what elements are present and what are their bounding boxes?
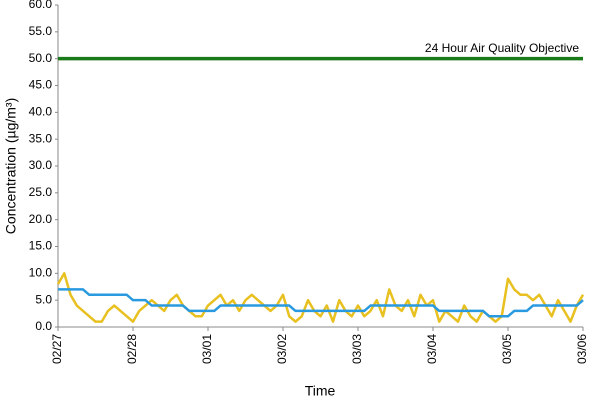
series-line bbox=[56, 272, 585, 323]
x-tick-label: 03/02 bbox=[275, 334, 289, 364]
y-tick-label: 20.0 bbox=[29, 212, 53, 226]
y-axis-label: Concentration (µg/m³) bbox=[3, 98, 19, 234]
y-tick-label: 55.0 bbox=[29, 24, 53, 38]
y-tick-label: 40.0 bbox=[29, 105, 53, 119]
x-tick-label: 02/27 bbox=[50, 334, 64, 364]
series-line bbox=[58, 288, 584, 318]
y-tick-label: 0.0 bbox=[35, 319, 52, 333]
y-tick-label: 60.0 bbox=[29, 0, 53, 11]
x-tick-label: 02/28 bbox=[125, 334, 139, 364]
x-tick-label: 03/05 bbox=[500, 334, 514, 364]
y-tick-label: 50.0 bbox=[29, 51, 53, 65]
y-tick-label: 30.0 bbox=[29, 158, 53, 172]
y-tick-label: 45.0 bbox=[29, 78, 53, 92]
threshold-label: 24 Hour Air Quality Objective bbox=[425, 41, 579, 55]
y-tick-label: 25.0 bbox=[29, 185, 53, 199]
x-axis-label: Time bbox=[305, 383, 336, 399]
x-tick-label: 03/03 bbox=[350, 334, 364, 364]
y-tick-label: 5.0 bbox=[35, 292, 52, 306]
x-tick-label: 03/01 bbox=[200, 334, 214, 364]
y-tick-label: 35.0 bbox=[29, 131, 53, 145]
x-tick-label: 03/06 bbox=[575, 334, 589, 364]
y-tick-label: 10.0 bbox=[29, 266, 53, 280]
x-tick-label: 03/04 bbox=[425, 334, 439, 364]
y-tick-label: 15.0 bbox=[29, 239, 53, 253]
